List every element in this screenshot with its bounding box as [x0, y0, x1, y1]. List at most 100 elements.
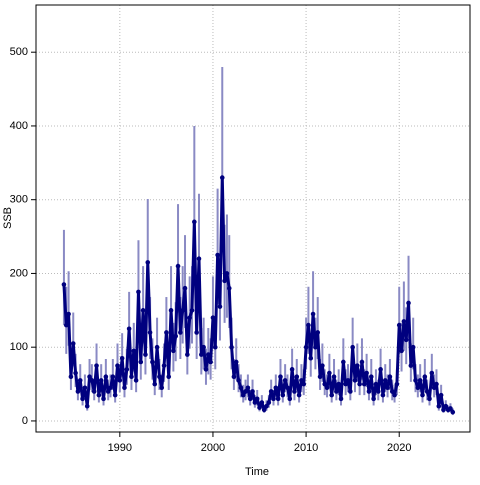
point — [306, 322, 311, 328]
point — [364, 370, 369, 376]
point — [94, 363, 99, 368]
point — [285, 385, 290, 391]
point — [389, 389, 395, 394]
point — [122, 385, 127, 391]
point — [110, 374, 116, 379]
point — [131, 348, 137, 354]
point — [147, 330, 153, 335]
point — [443, 403, 449, 409]
point — [371, 396, 376, 402]
point — [119, 355, 125, 361]
point — [196, 256, 202, 261]
point — [231, 374, 237, 379]
point — [187, 315, 192, 320]
point — [133, 378, 139, 383]
point — [245, 385, 251, 391]
point — [138, 359, 144, 365]
point — [334, 389, 339, 394]
point — [84, 403, 90, 409]
point — [424, 389, 430, 394]
point — [268, 389, 274, 394]
point — [348, 389, 353, 394]
point — [420, 392, 425, 398]
y-tick-label: 0 — [22, 415, 28, 427]
point — [238, 385, 244, 391]
point — [410, 344, 416, 350]
point — [278, 374, 283, 379]
point — [129, 374, 134, 379]
point — [352, 378, 358, 383]
y-axis-label: SSB — [2, 207, 14, 229]
series-line — [62, 176, 455, 413]
point — [80, 396, 85, 402]
point — [199, 352, 204, 357]
y-tick-label: 400 — [10, 120, 28, 132]
x-tick-label: 1990 — [108, 442, 132, 454]
point — [308, 355, 314, 361]
point — [159, 385, 165, 391]
point — [275, 396, 281, 402]
point — [112, 392, 118, 398]
point — [438, 392, 444, 398]
point — [75, 389, 81, 394]
y-tick-label: 100 — [10, 341, 28, 353]
point — [303, 344, 309, 350]
point — [313, 344, 318, 350]
point — [317, 374, 323, 379]
point — [315, 330, 321, 335]
point — [254, 396, 260, 402]
point — [152, 381, 158, 387]
point — [201, 344, 206, 350]
point — [233, 359, 239, 365]
point — [336, 381, 341, 387]
point — [117, 378, 123, 383]
point — [436, 403, 442, 409]
point — [282, 378, 288, 383]
point — [296, 392, 302, 398]
point — [259, 400, 265, 405]
point — [182, 285, 188, 291]
point — [219, 175, 225, 180]
x-tick-label: 2000 — [201, 442, 225, 454]
point — [173, 333, 178, 339]
point — [136, 289, 141, 295]
point — [341, 359, 346, 365]
point — [215, 252, 220, 258]
point — [294, 374, 300, 379]
point — [243, 389, 248, 394]
point — [226, 285, 232, 291]
point — [208, 359, 213, 365]
point — [89, 378, 95, 383]
point — [236, 378, 241, 383]
point — [68, 374, 74, 379]
point — [357, 381, 362, 387]
point — [96, 392, 102, 398]
point — [327, 370, 332, 376]
point — [63, 322, 69, 328]
point — [224, 271, 230, 276]
point — [252, 400, 258, 405]
x-axis-label: Time — [245, 466, 269, 478]
plot-frame — [35, 4, 471, 433]
point — [105, 389, 111, 394]
point — [320, 363, 325, 368]
point — [161, 363, 167, 368]
point — [250, 389, 255, 394]
point — [124, 367, 130, 372]
point — [77, 378, 83, 383]
point — [115, 363, 120, 368]
x-tick-label: 2020 — [387, 442, 411, 454]
point — [408, 363, 414, 368]
point — [264, 403, 269, 409]
point — [292, 389, 297, 394]
point — [185, 352, 190, 357]
point — [91, 389, 97, 394]
point — [329, 392, 334, 398]
point — [273, 385, 279, 391]
point — [192, 219, 197, 225]
point — [427, 396, 432, 402]
point — [240, 392, 246, 398]
point — [189, 308, 195, 313]
point — [396, 322, 402, 328]
